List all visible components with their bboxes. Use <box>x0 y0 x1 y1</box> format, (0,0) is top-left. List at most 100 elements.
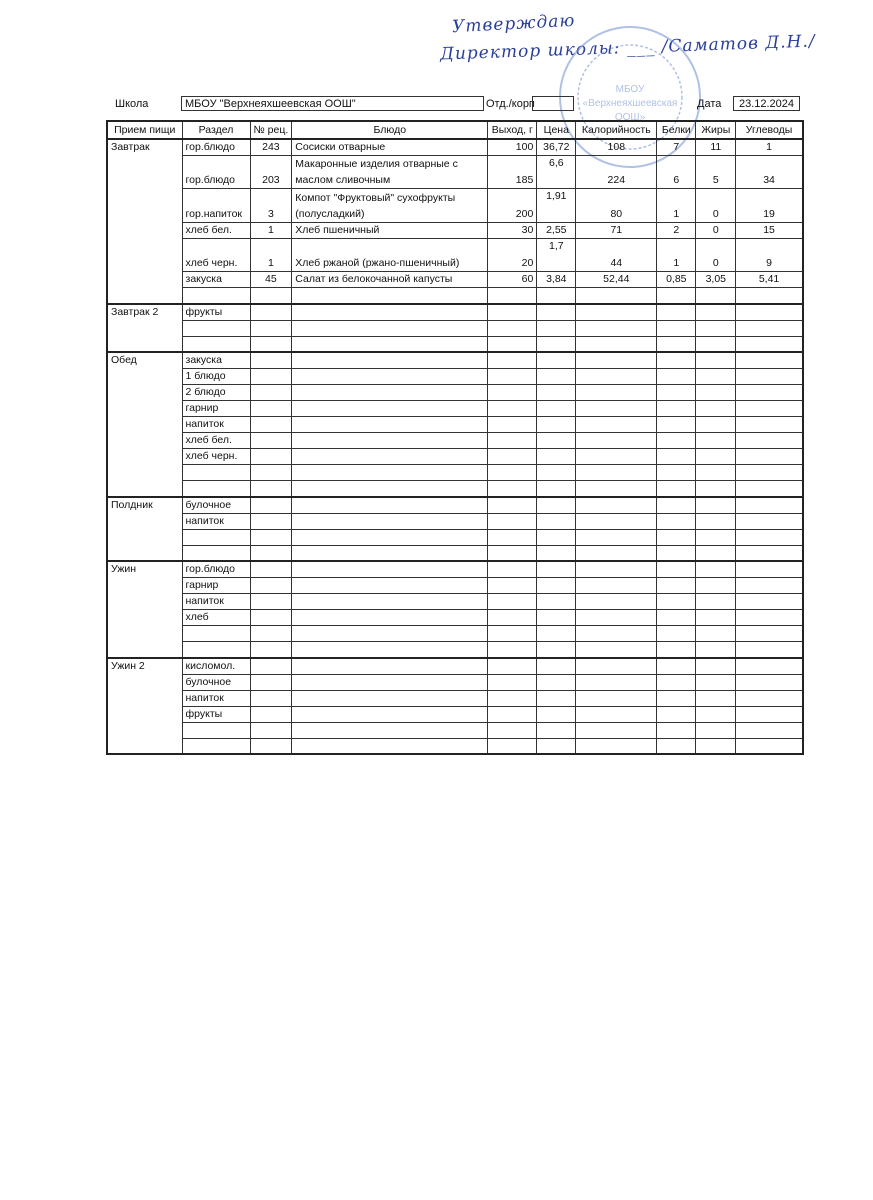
recipe-cell <box>249 400 293 417</box>
kcal-cell <box>575 512 658 530</box>
carb-cell: 19 <box>735 188 804 223</box>
section-cell: напиток <box>181 512 251 530</box>
section-cell: напиток <box>181 689 251 707</box>
protein-cell <box>656 512 697 530</box>
table-row: Ужин 2 кисломол. <box>106 656 804 755</box>
recipe-cell <box>249 593 293 610</box>
table-row: Завтрак 2 фрукты <box>106 302 804 353</box>
fat-cell <box>695 721 737 739</box>
protein-cell <box>656 480 697 497</box>
recipe-cell <box>249 495 293 514</box>
table-row: напиток <box>107 689 804 707</box>
recipe-cell <box>249 464 293 481</box>
price-cell <box>536 512 577 530</box>
output-cell <box>487 737 538 755</box>
protein-cell: 2 <box>656 222 697 239</box>
table-row: напиток <box>107 512 804 530</box>
recipe-cell <box>249 528 293 546</box>
carb-cell <box>735 351 804 369</box>
dish-cell <box>291 656 489 675</box>
kcal-cell <box>575 609 658 626</box>
output-cell: 100 <box>487 138 538 156</box>
carb-cell <box>735 656 804 675</box>
table-row <box>107 480 804 497</box>
section-cell: гарнир <box>181 577 251 594</box>
carb-cell <box>735 400 804 417</box>
protein-cell <box>656 302 697 321</box>
dish-cell <box>291 432 489 449</box>
carb-cell <box>735 593 804 610</box>
output-cell <box>487 593 538 610</box>
carb-cell <box>735 432 804 449</box>
protein-cell <box>656 335 697 353</box>
carb-cell <box>735 705 804 723</box>
section-cell: кисломол. <box>181 656 251 675</box>
kcal-cell: 71 <box>575 222 658 239</box>
section-cell <box>181 464 251 481</box>
recipe-cell <box>249 416 293 433</box>
section-cell: закуска <box>181 351 251 369</box>
meal-name: Ужин <box>106 560 183 658</box>
recipe-cell <box>249 287 293 304</box>
price-cell <box>536 593 577 610</box>
dish-cell <box>291 721 489 739</box>
section-cell: напиток <box>181 593 251 610</box>
price-cell: 1,91 <box>536 188 577 223</box>
recipe-cell <box>249 302 293 321</box>
protein-cell <box>656 689 697 707</box>
protein-cell: 0,85 <box>656 271 697 288</box>
dish-cell <box>291 593 489 610</box>
price-cell: 2,55 <box>536 222 577 239</box>
recipe-cell <box>249 335 293 353</box>
recipe-cell <box>249 721 293 739</box>
dish-cell: Салат из белокочанной капусты <box>291 271 489 288</box>
table-row: гарнир <box>107 400 804 417</box>
output-cell <box>487 384 538 401</box>
kcal-cell <box>575 368 658 385</box>
price-cell <box>536 480 577 497</box>
fat-cell <box>695 544 737 562</box>
fat-cell <box>695 351 737 369</box>
section-cell: гор.блюдо <box>181 138 251 156</box>
fat-cell <box>695 335 737 353</box>
fat-cell <box>695 432 737 449</box>
table-row: напиток <box>107 416 804 433</box>
output-cell <box>487 560 538 578</box>
kcal-cell <box>575 384 658 401</box>
dish-cell <box>291 512 489 530</box>
output-cell <box>487 625 538 642</box>
dish-cell <box>291 287 489 304</box>
meal-name: Завтрак 2 <box>106 302 183 353</box>
table-row <box>107 721 804 739</box>
carb-cell: 5,41 <box>735 271 804 288</box>
protein-cell <box>656 593 697 610</box>
section-cell <box>181 544 251 562</box>
recipe-cell <box>249 560 293 578</box>
protein-cell <box>656 656 697 675</box>
recipe-cell <box>249 641 293 658</box>
carb-cell <box>735 384 804 401</box>
dish-cell: Сосиски отварные <box>291 138 489 156</box>
school-label: Школа <box>115 98 149 110</box>
output-cell: 60 <box>487 271 538 288</box>
kcal-cell <box>575 721 658 739</box>
meal-name: Полдник <box>106 495 183 562</box>
svg-text:МБОУ: МБОУ <box>616 84 645 95</box>
kcal-cell <box>575 560 658 578</box>
section-cell: хлеб <box>181 609 251 626</box>
section-cell: гарнир <box>181 400 251 417</box>
table-row <box>107 287 804 304</box>
output-cell <box>487 577 538 594</box>
protein-cell <box>656 577 697 594</box>
section-cell: фрукты <box>181 705 251 723</box>
table-row: хлеб бел. <box>107 432 804 449</box>
protein-cell: 7 <box>656 138 697 156</box>
dish-cell: Макаронные изделия отварные с маслом сли… <box>291 155 489 189</box>
section-cell <box>181 335 251 353</box>
carb-cell <box>735 512 804 530</box>
table-row: Обед закуска <box>106 351 804 497</box>
dish-cell <box>291 351 489 369</box>
dish-cell <box>291 673 489 691</box>
table-row: хлеб черн. <box>107 448 804 465</box>
protein-cell <box>656 705 697 723</box>
